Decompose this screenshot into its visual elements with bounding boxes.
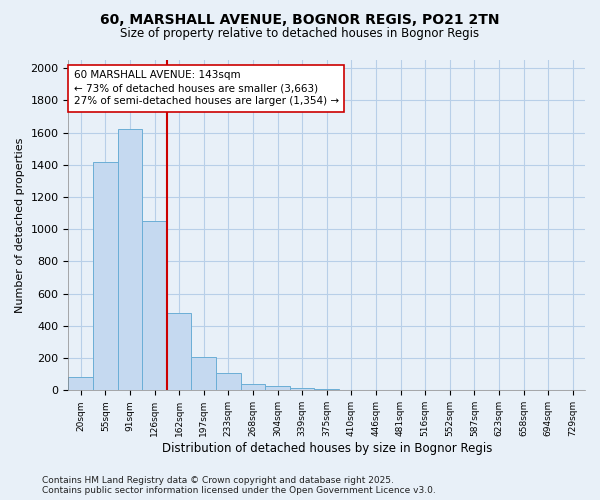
Text: Contains HM Land Registry data © Crown copyright and database right 2025.
Contai: Contains HM Land Registry data © Crown c… bbox=[42, 476, 436, 495]
Bar bbox=[142, 221, 167, 390]
Bar bbox=[118, 130, 142, 390]
Bar bbox=[216, 372, 241, 390]
Bar bbox=[265, 386, 290, 390]
Text: 60, MARSHALL AVENUE, BOGNOR REGIS, PO21 2TN: 60, MARSHALL AVENUE, BOGNOR REGIS, PO21 … bbox=[100, 12, 500, 26]
Bar bbox=[241, 384, 265, 390]
Bar bbox=[191, 358, 216, 390]
Y-axis label: Number of detached properties: Number of detached properties bbox=[15, 138, 25, 313]
Text: Size of property relative to detached houses in Bognor Regis: Size of property relative to detached ho… bbox=[121, 28, 479, 40]
Text: 60 MARSHALL AVENUE: 143sqm
← 73% of detached houses are smaller (3,663)
27% of s: 60 MARSHALL AVENUE: 143sqm ← 73% of deta… bbox=[74, 70, 338, 106]
Bar bbox=[68, 378, 93, 390]
Bar bbox=[93, 162, 118, 390]
Bar bbox=[290, 388, 314, 390]
Bar bbox=[167, 313, 191, 390]
Bar bbox=[314, 388, 339, 390]
X-axis label: Distribution of detached houses by size in Bognor Regis: Distribution of detached houses by size … bbox=[161, 442, 492, 455]
